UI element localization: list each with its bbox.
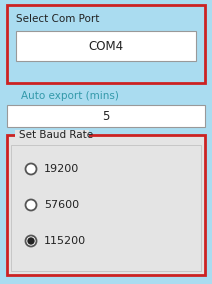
- Text: 57600: 57600: [44, 200, 79, 210]
- Text: 115200: 115200: [44, 236, 86, 246]
- FancyBboxPatch shape: [7, 105, 205, 127]
- Text: Select Com Port: Select Com Port: [16, 14, 99, 24]
- Text: 19200: 19200: [44, 164, 79, 174]
- FancyBboxPatch shape: [15, 130, 89, 141]
- Circle shape: [25, 235, 36, 247]
- Circle shape: [25, 199, 36, 210]
- FancyBboxPatch shape: [7, 5, 205, 83]
- FancyBboxPatch shape: [11, 145, 201, 271]
- Text: COM4: COM4: [88, 39, 124, 53]
- Text: Auto export (mins): Auto export (mins): [21, 91, 119, 101]
- FancyBboxPatch shape: [16, 31, 196, 61]
- Text: 5: 5: [102, 110, 110, 122]
- FancyBboxPatch shape: [7, 135, 205, 275]
- Circle shape: [25, 164, 36, 174]
- Circle shape: [28, 238, 34, 244]
- Text: Set Baud Rate: Set Baud Rate: [19, 131, 93, 141]
